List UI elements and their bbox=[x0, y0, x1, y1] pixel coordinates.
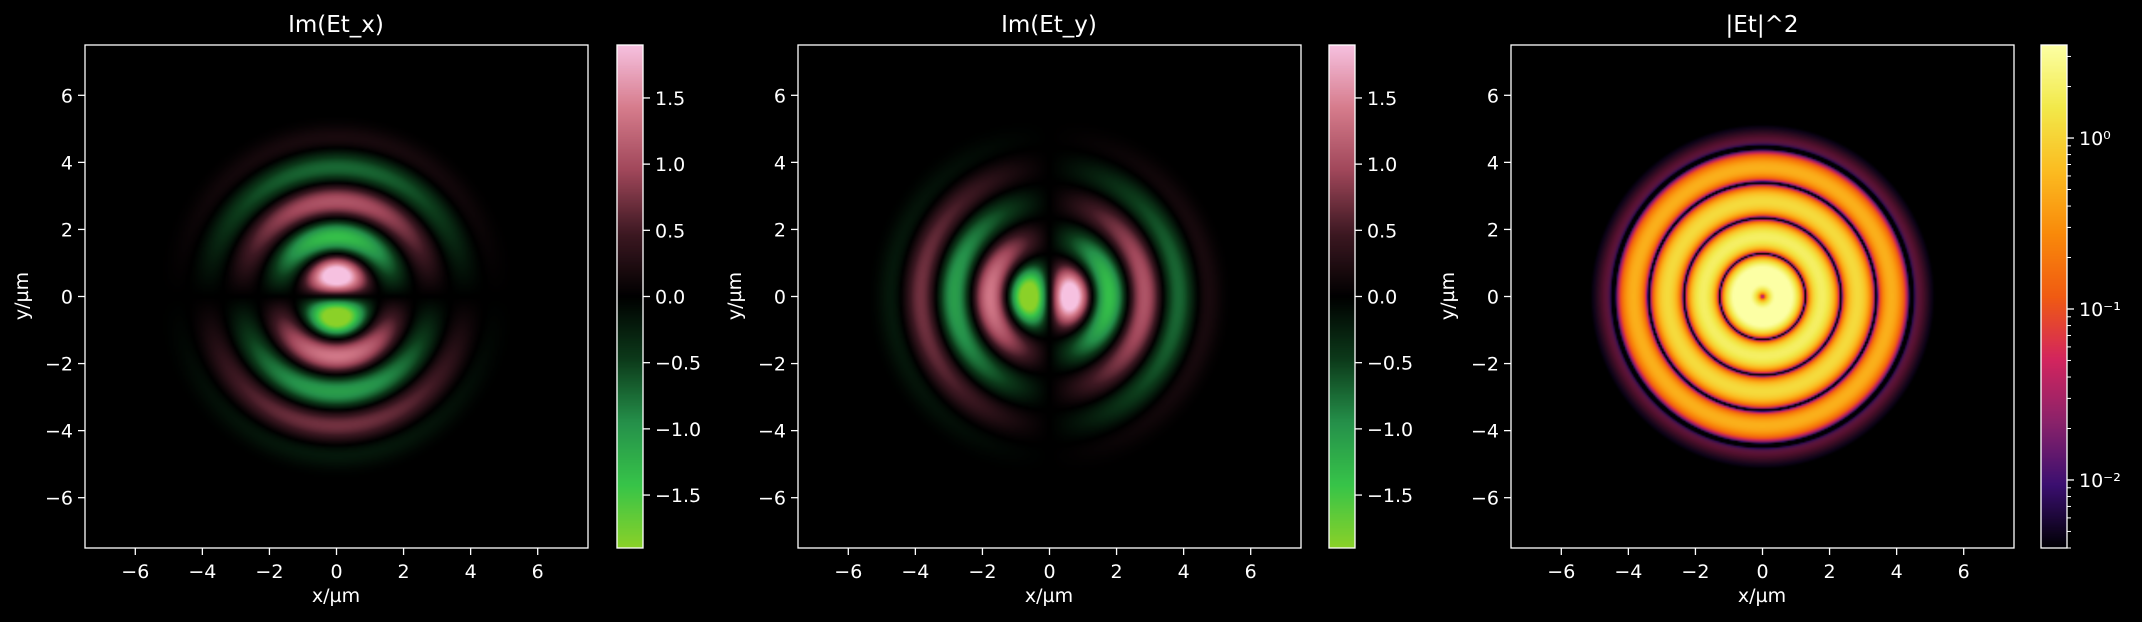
colorbar-ticks: 10⁰ 10⁻¹ 10⁻² bbox=[2067, 55, 2121, 549]
x-tick-label: 6 bbox=[1245, 561, 1257, 583]
colorbar-ticks: 1.5 1.0 0.5 0.0 −0.5 −1.0 −1.5 bbox=[643, 88, 701, 507]
x-tick-label: −6 bbox=[834, 561, 862, 583]
y-tick-label: 2 bbox=[1487, 219, 1499, 241]
colorbar-tick-label: 0.0 bbox=[655, 287, 685, 309]
heatmap-image bbox=[798, 45, 1301, 548]
colorbar-tick-label: −0.5 bbox=[655, 353, 701, 375]
y-tick-label: −4 bbox=[45, 421, 73, 443]
panel-title: |Et|^2 bbox=[1726, 12, 1799, 38]
x-tick-label: 2 bbox=[1111, 561, 1123, 583]
colorbar-tick-label: 10⁰ bbox=[2079, 128, 2111, 150]
y-tick-label: 0 bbox=[61, 287, 73, 309]
colorbar-tick-label: 10⁻¹ bbox=[2079, 299, 2121, 321]
x-tick-label: −4 bbox=[1614, 561, 1642, 583]
y-tick-label: −2 bbox=[758, 354, 786, 376]
x-tick-label: −2 bbox=[1681, 561, 1709, 583]
x-tick-label: 6 bbox=[1958, 561, 1970, 583]
colorbar-tick-label: 1.0 bbox=[1367, 154, 1397, 176]
x-axis-label: x/µm bbox=[1025, 585, 1073, 607]
heatmap-image bbox=[1511, 45, 2014, 548]
y-tick-label: 6 bbox=[1487, 85, 1499, 107]
x-axis: −6 −4 −2 0 2 4 6 bbox=[1547, 548, 1970, 583]
x-tick-label: −4 bbox=[188, 561, 216, 583]
y-tick-label: −2 bbox=[45, 354, 73, 376]
colorbar-tick-label: 1.0 bbox=[655, 154, 685, 176]
panel-im-etx: Im(Et_x) −6 −4 −2 0 2 4 6 −6 −4 −2 0 2 4 6 x/µm y/µm… bbox=[11, 12, 701, 607]
y-tick-label: 6 bbox=[774, 85, 786, 107]
x-tick-label: 0 bbox=[1756, 561, 1768, 583]
y-tick-label: 6 bbox=[61, 85, 73, 107]
x-axis-label: x/µm bbox=[1738, 585, 1786, 607]
colorbar-ticks: 1.5 1.0 0.5 0.0 −0.5 −1.0 −1.5 bbox=[1355, 88, 1413, 507]
colorbar-tick-label: −1.5 bbox=[655, 485, 701, 507]
y-tick-label: 2 bbox=[61, 219, 73, 241]
x-tick-label: 6 bbox=[532, 561, 544, 583]
colorbar-tick-label: 1.5 bbox=[655, 88, 685, 110]
x-axis-label: x/µm bbox=[312, 585, 360, 607]
colorbar-frame bbox=[2040, 44, 2068, 549]
x-axis: −6 −4 −2 0 2 4 6 bbox=[121, 548, 544, 583]
x-tick-label: 2 bbox=[1824, 561, 1836, 583]
x-tick-label: −4 bbox=[901, 561, 929, 583]
x-tick-label: 4 bbox=[1178, 561, 1190, 583]
y-axis-label: y/µm bbox=[11, 272, 33, 320]
x-tick-label: 2 bbox=[398, 561, 410, 583]
colorbar-tick-label: −1.0 bbox=[655, 419, 701, 441]
colorbar-tick-label: −0.5 bbox=[1367, 353, 1413, 375]
panel-im-ety: Im(Et_y) −6 −4 −2 0 2 4 6 −6 −4 −2 0 2 4 6 x/µm y/µm… bbox=[724, 12, 1413, 607]
x-tick-label: −2 bbox=[968, 561, 996, 583]
colorbar-tick-label: −1.0 bbox=[1367, 419, 1413, 441]
x-tick-label: 4 bbox=[465, 561, 477, 583]
y-tick-label: −4 bbox=[1471, 421, 1499, 443]
colorbar-tick-label: 1.5 bbox=[1367, 88, 1397, 110]
x-axis: −6 −4 −2 0 2 4 6 bbox=[834, 548, 1257, 583]
y-tick-label: 0 bbox=[774, 287, 786, 309]
y-axis: −6 −4 −2 0 2 4 6 bbox=[758, 85, 798, 510]
y-tick-label: 4 bbox=[774, 152, 786, 174]
y-tick-label: −2 bbox=[1471, 354, 1499, 376]
colorbar-gradient bbox=[1329, 45, 1355, 548]
colorbar-tick-label: 0.0 bbox=[1367, 287, 1397, 309]
y-tick-label: 4 bbox=[61, 152, 73, 174]
colorbar-gradient bbox=[617, 45, 643, 548]
colorbar-tick-label: 0.5 bbox=[1367, 220, 1397, 242]
x-tick-label: −2 bbox=[255, 561, 283, 583]
panel-et-intensity: |Et|^2 −6 −4 −2 0 2 4 6 −6 −4 −2 0 2 4 6 x/µm y/µm 1… bbox=[1437, 12, 2121, 607]
x-tick-label: 0 bbox=[1043, 561, 1055, 583]
y-tick-label: −6 bbox=[45, 488, 73, 510]
heatmap-image bbox=[85, 45, 588, 548]
x-tick-label: 4 bbox=[1891, 561, 1903, 583]
colorbar-tick-label: 10⁻² bbox=[2079, 470, 2121, 492]
y-axis-label: y/µm bbox=[1437, 272, 1459, 320]
y-tick-label: 4 bbox=[1487, 152, 1499, 174]
panel-title: Im(Et_x) bbox=[288, 12, 384, 38]
panel-title: Im(Et_y) bbox=[1001, 12, 1097, 38]
x-tick-label: 0 bbox=[330, 561, 342, 583]
y-axis: −6 −4 −2 0 2 4 6 bbox=[45, 85, 85, 510]
y-tick-label: 2 bbox=[774, 219, 786, 241]
y-tick-label: −6 bbox=[758, 488, 786, 510]
y-axis-label: y/µm bbox=[724, 272, 746, 320]
colorbar-tick-label: −1.5 bbox=[1367, 485, 1413, 507]
colorbar-tick-label: 0.5 bbox=[655, 220, 685, 242]
x-tick-label: −6 bbox=[121, 561, 149, 583]
y-axis: −6 −4 −2 0 2 4 6 bbox=[1471, 85, 1511, 510]
x-tick-label: −6 bbox=[1547, 561, 1575, 583]
colorbar-gradient bbox=[2041, 45, 2067, 548]
y-tick-label: −4 bbox=[758, 421, 786, 443]
y-tick-label: 0 bbox=[1487, 287, 1499, 309]
y-tick-label: −6 bbox=[1471, 488, 1499, 510]
